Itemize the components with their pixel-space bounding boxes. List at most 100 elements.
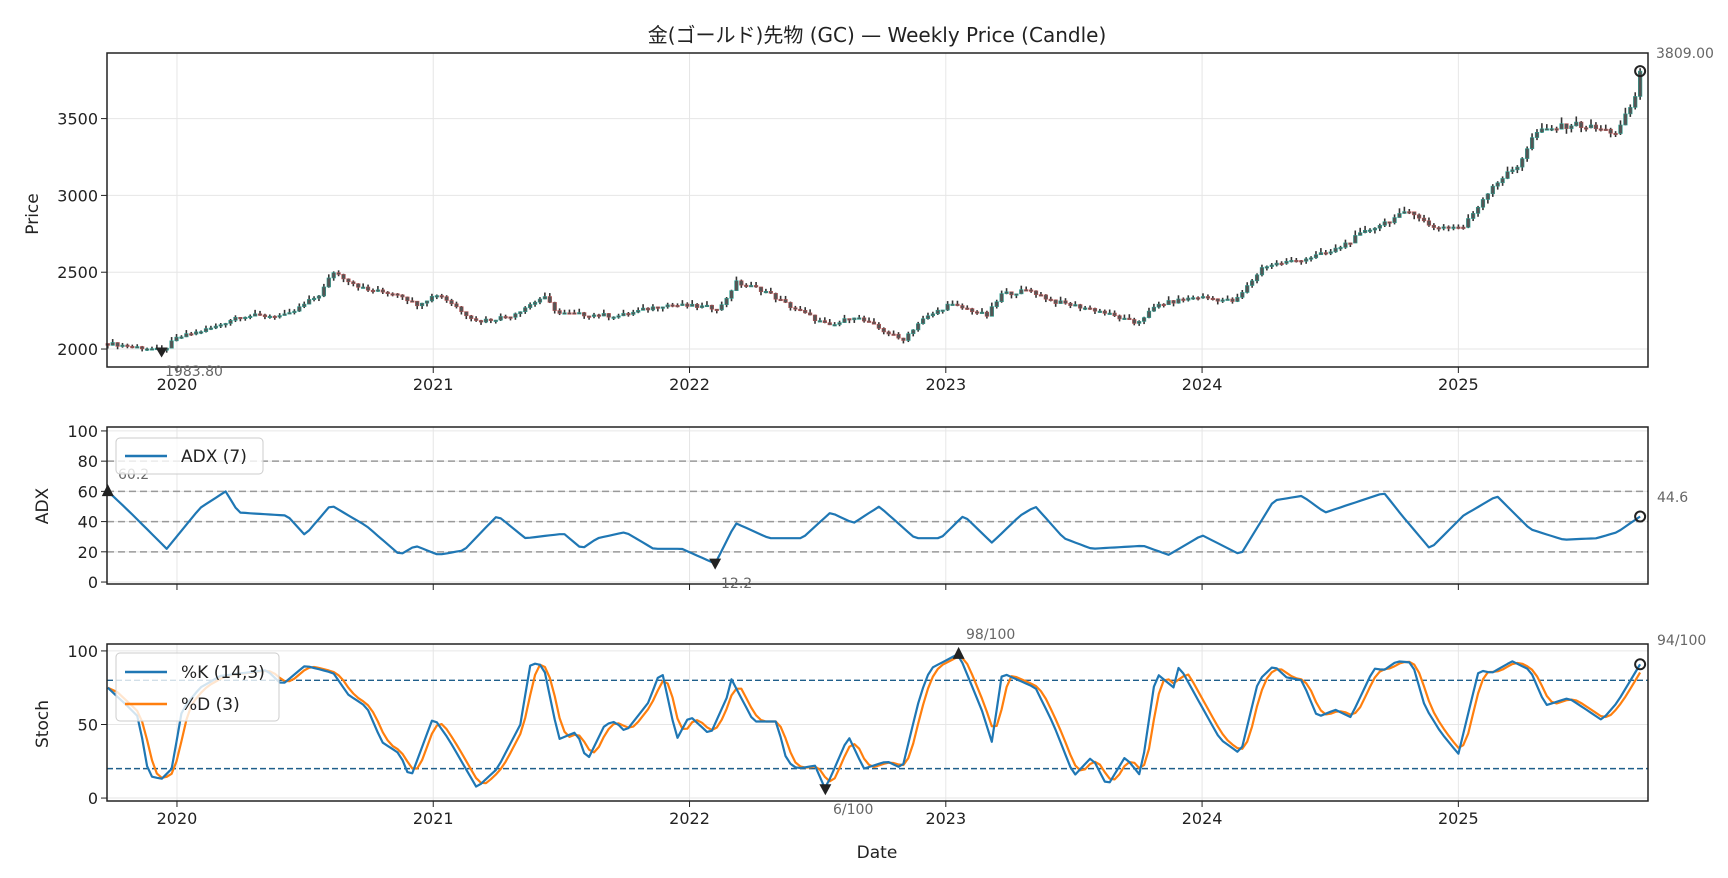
candle-down <box>803 310 808 314</box>
candle-down <box>1205 296 1211 299</box>
d-legend-label: %D (3) <box>181 695 240 715</box>
candle-down <box>1087 307 1093 310</box>
candle-down <box>685 303 690 307</box>
candle-up <box>307 299 312 305</box>
candle-down <box>1092 308 1098 312</box>
candle-down <box>1554 128 1559 131</box>
candle-down <box>1456 226 1461 229</box>
candle-up <box>1510 169 1515 172</box>
candle-up <box>144 348 150 351</box>
candle-down <box>891 333 896 336</box>
x-tick-label: 2025 <box>1438 809 1479 828</box>
candle-down <box>1078 304 1083 309</box>
candle-up <box>361 286 366 289</box>
candle-down <box>1461 226 1466 229</box>
candle-down <box>822 320 827 323</box>
candle-up <box>311 297 317 300</box>
candle-down <box>1593 124 1599 130</box>
adx-legend-label: ADX (7) <box>181 447 247 467</box>
candle-up <box>528 304 533 309</box>
candle-down <box>380 289 385 293</box>
candle-down <box>1323 252 1328 255</box>
candle-down <box>798 308 803 312</box>
candle-down <box>1421 217 1427 222</box>
candle-down <box>1387 221 1392 224</box>
candle-up <box>184 333 189 338</box>
candle-up <box>537 298 543 303</box>
candle-down <box>773 292 778 300</box>
candle-up <box>203 328 209 333</box>
candle-down <box>955 303 960 306</box>
candle-down <box>125 344 130 347</box>
candle-up <box>518 311 523 315</box>
candle-up <box>857 317 862 320</box>
candle-up <box>1097 310 1102 313</box>
candle-up <box>1176 298 1181 304</box>
candle-up <box>1328 251 1333 254</box>
candle-up <box>999 293 1004 303</box>
candle-down <box>1446 226 1451 229</box>
candle-up <box>248 315 253 318</box>
candle-up <box>375 289 380 292</box>
y-tick-label: 50 <box>78 715 98 734</box>
candle-up <box>1254 274 1260 282</box>
candle-down <box>415 300 420 307</box>
candle-up <box>110 342 115 346</box>
candle-up <box>945 303 950 311</box>
stoch-min-marker <box>819 784 832 796</box>
y-tick-label: 100 <box>67 642 98 661</box>
candle-down <box>739 280 744 286</box>
candle-down <box>901 337 906 341</box>
adx-legend: ADX (7) <box>115 437 264 475</box>
candle-down <box>876 323 881 329</box>
candle-down <box>1043 294 1048 300</box>
y-tick-label: 3000 <box>57 186 98 205</box>
candle-up <box>532 301 538 305</box>
candle-up <box>611 316 616 319</box>
candle-up <box>483 318 489 323</box>
candle-up <box>1569 125 1574 129</box>
date-axis-label: Date <box>857 843 898 863</box>
y-tick-label: 20 <box>78 543 98 562</box>
candle-down <box>1299 260 1304 263</box>
candle-up <box>223 323 228 326</box>
candle-up <box>940 309 945 312</box>
candle-down <box>812 314 818 321</box>
candle-down <box>645 307 651 311</box>
candle-up <box>724 298 729 305</box>
candle-down <box>1033 290 1039 295</box>
candle-up <box>277 315 282 318</box>
candle-down <box>130 346 135 349</box>
candle-up <box>925 315 931 320</box>
candle-down <box>1426 220 1432 226</box>
candle-up <box>1402 211 1407 214</box>
candle-up <box>1638 70 1643 97</box>
candle-up <box>1083 307 1088 310</box>
candle-up <box>1333 247 1338 253</box>
candle-down <box>808 312 813 316</box>
candle-up <box>650 306 656 311</box>
candle-down <box>965 307 970 310</box>
candle-down <box>695 303 700 308</box>
candle-down <box>390 293 395 296</box>
candle-up <box>1245 285 1250 293</box>
candle-down <box>1048 298 1053 301</box>
candle-down <box>960 305 965 309</box>
candle-down <box>768 291 773 294</box>
candle-down <box>474 318 479 321</box>
candle-up <box>1529 137 1535 149</box>
candle-down <box>1584 127 1589 130</box>
candle-down <box>1196 297 1201 300</box>
candle-down <box>1068 302 1073 306</box>
candle-down <box>670 304 675 307</box>
candle-down <box>1348 242 1353 245</box>
adx-panel: 0 20 40 60 80 100 <box>67 422 1649 592</box>
candle-down <box>189 333 194 336</box>
candle-down <box>655 306 660 309</box>
candle-up <box>1353 235 1358 244</box>
x-tick-label: 2021 <box>413 375 454 394</box>
adx-last-marker <box>1634 510 1647 523</box>
candle-down <box>336 272 341 275</box>
candle-up <box>292 310 297 313</box>
candle-down <box>1127 317 1132 320</box>
